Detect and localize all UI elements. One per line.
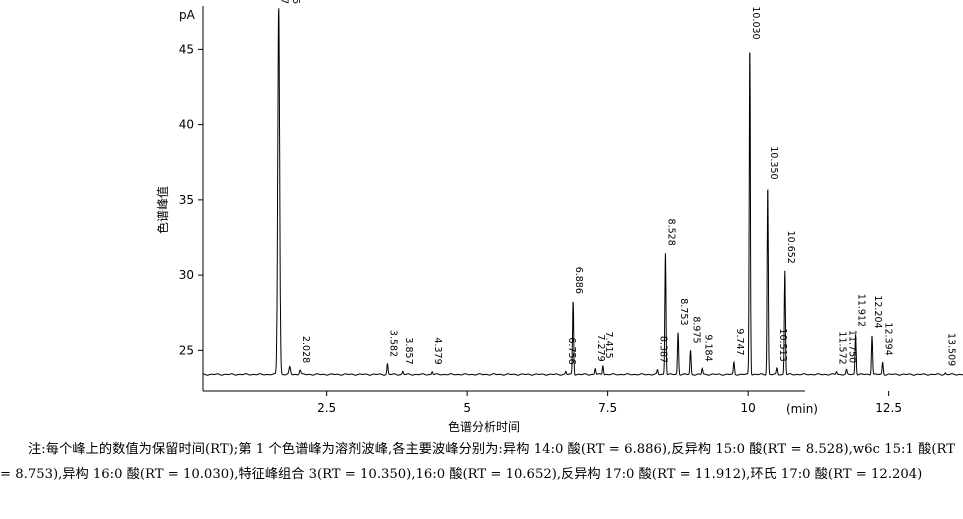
- peak-label: 6.886: [573, 267, 584, 294]
- peak-label: 10.030: [750, 6, 761, 39]
- peak-label: 3.857: [403, 337, 414, 364]
- peak-labels: 1.6471.845 2.028 3.582 3.857 4.379 6.756 6.886…: [279, 0, 957, 366]
- peak-label: 9.747: [734, 328, 745, 355]
- peak-label: 11.912: [856, 294, 867, 327]
- x-tick-label: 7.5: [598, 401, 617, 415]
- y-axis-title: 色谱峰值: [155, 186, 170, 234]
- peak-label: 10.652: [785, 231, 796, 264]
- peak-label: 10.350: [768, 146, 779, 179]
- y-tick-label: 35: [179, 193, 194, 207]
- peak-label: 2.028: [300, 336, 311, 363]
- peak-label: 12.204: [872, 295, 883, 328]
- figure-caption: 注:每个峰上的数值为保留时间(RT);第 1 个色谱峰为溶剂波峰,各主要波峰分别…: [0, 442, 955, 482]
- x-tick-label: 5: [463, 401, 471, 415]
- peak-label: 7.415: [603, 331, 614, 358]
- peak-label: 11.572: [836, 331, 847, 364]
- y-unit-label: pA: [179, 8, 196, 22]
- peak-label: 1.647: [279, 0, 290, 4]
- x-tick-label: 2.5: [317, 401, 336, 415]
- peak-label: 8.528: [665, 219, 676, 246]
- peak-label: 8.387: [657, 336, 668, 363]
- y-tick-label: 45: [179, 42, 194, 56]
- x-axis-title: 色谱分析时间: [448, 420, 520, 434]
- peak-label: 8.753: [678, 298, 689, 325]
- peak-label: 8.975: [691, 316, 702, 343]
- peak-label: 3.582: [387, 330, 398, 357]
- peak-label: 4.379: [432, 337, 443, 364]
- peak-label: 6.756: [566, 337, 577, 364]
- y-tick-label: 40: [179, 118, 194, 132]
- y-tick-label: 30: [179, 268, 194, 282]
- peak-label: 1.845: [290, 0, 301, 4]
- x-tick-label: 12.5: [875, 401, 902, 415]
- peak-label: 7.279: [595, 334, 606, 361]
- peak-label: 9.184: [702, 334, 713, 361]
- peak-label: 12.394: [883, 322, 894, 355]
- peak-label: 11.750: [846, 330, 857, 363]
- x-unit-label: (min): [786, 402, 818, 416]
- peak-label: 13.509: [945, 333, 956, 366]
- y-tick-label: 25: [179, 343, 194, 357]
- peak-label: 10.513: [777, 328, 788, 361]
- chromatogram-trace: [203, 8, 963, 376]
- x-tick-label: 10: [740, 401, 755, 415]
- chart-axes: [202, 6, 805, 392]
